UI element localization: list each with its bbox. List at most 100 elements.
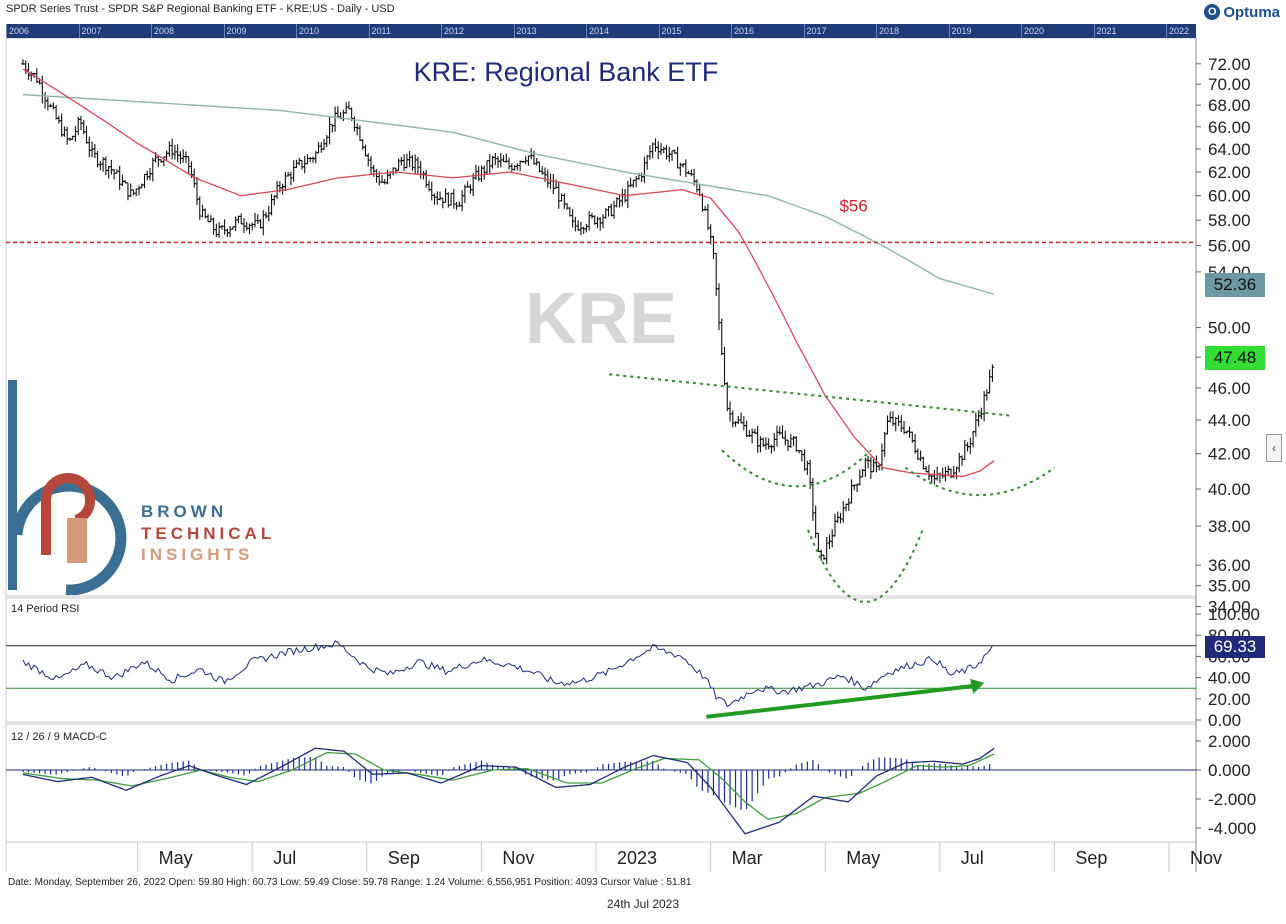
macd-line: [22, 747, 995, 835]
price-bar: [888, 411, 893, 423]
overview-navigator[interactable]: 2006 2007 2008 2009 2010 2011 2012 2013 2014 2015…: [6, 24, 1196, 38]
y-tick-label: 72.00: [1208, 55, 1251, 74]
price-bar: [874, 455, 879, 473]
price-bar: [559, 193, 564, 202]
price-bar: [794, 436, 799, 452]
price-bar: [830, 529, 835, 548]
price-bar: [802, 449, 807, 471]
price-bar: [689, 169, 694, 177]
price-bar: [385, 169, 390, 185]
price-bar: [112, 168, 116, 180]
price-bar: [675, 146, 680, 169]
price-bar: [551, 174, 556, 195]
price-bar: [98, 160, 103, 171]
price-bar: [501, 155, 506, 163]
price-bar: [360, 139, 365, 150]
price-bar: [87, 136, 92, 158]
price-bar: [333, 106, 337, 132]
overview-year-label: 2009: [223, 24, 247, 38]
price-bar: [352, 116, 357, 132]
price-bar: [971, 430, 975, 448]
collapse-panel-button[interactable]: ‹: [1266, 434, 1282, 462]
price-bar: [769, 444, 774, 454]
price-bar: [507, 157, 511, 170]
optuma-logo-text: Optuma: [1223, 3, 1280, 21]
x-tick-label: Jul: [961, 848, 984, 868]
price-bar: [642, 156, 647, 183]
y-tick-label: 44.00: [1208, 411, 1251, 430]
rsi-tick-label: 100.00: [1208, 605, 1260, 624]
price-bar: [728, 401, 732, 422]
price-bar: [59, 113, 64, 137]
price-bar: [441, 197, 445, 209]
price-bar: [755, 425, 760, 453]
price-bar: [863, 457, 868, 477]
price-bar: [51, 102, 56, 110]
price-bar: [943, 467, 948, 482]
price-bar: [106, 165, 111, 179]
price-bar: [739, 412, 743, 424]
price-bar: [932, 470, 937, 485]
price-bar: [612, 200, 616, 219]
title-bar: SPDR Series Trust - SPDR S&P Regional Ba…: [0, 0, 1286, 22]
price-bar: [609, 203, 614, 217]
brown-technical-insights-logo: BROWN TECHNICAL INSIGHTS: [6, 380, 271, 596]
price-bar: [325, 134, 329, 148]
price-bar: [581, 226, 586, 234]
watermark: KRE: [525, 279, 677, 359]
price-bar: [523, 156, 528, 165]
price-bar: [780, 425, 785, 439]
price-bar: [526, 155, 531, 166]
y-tick-label: 66.00: [1208, 118, 1251, 137]
ma-long-line: [22, 93, 995, 295]
price-bar: [449, 192, 453, 206]
price-bar: [896, 415, 901, 426]
brand-logo-icon: [8, 380, 127, 596]
price-bar: [788, 433, 793, 448]
price-bar: [396, 158, 401, 171]
price-bar: [871, 459, 876, 473]
y-tick-label: 46.00: [1208, 379, 1251, 398]
price-bar: [222, 219, 227, 235]
price-bar: [869, 456, 873, 479]
price-bar: [990, 364, 995, 382]
rsi-tick-label: 0.00: [1208, 711, 1241, 730]
overview-year-label: 2014: [586, 24, 609, 38]
x-tick-label: May: [846, 848, 880, 868]
price-bar: [985, 389, 989, 401]
price-bar: [233, 216, 238, 232]
y-tick-label: 56.00: [1208, 237, 1251, 256]
price-bar: [139, 183, 144, 189]
price-bar: [410, 154, 415, 171]
price-bar: [913, 434, 917, 454]
price-bar: [184, 151, 188, 164]
macd-signal-line: [22, 751, 995, 820]
price-bar: [537, 161, 542, 173]
price-bar: [496, 156, 500, 168]
price-bar: [670, 150, 674, 161]
rsi-tick-label: 20.00: [1208, 690, 1251, 709]
price-bar: [927, 464, 931, 481]
price-bar: [54, 105, 58, 120]
y-tick-label: 68.00: [1208, 96, 1251, 115]
price-bar: [587, 211, 591, 231]
price-bar: [885, 415, 890, 435]
price-bar: [946, 465, 951, 476]
price-bar: [708, 224, 713, 245]
price-bar: [308, 157, 313, 163]
price-bar: [175, 144, 180, 163]
macd-tick-label: -2.000: [1208, 790, 1256, 809]
price-bar: [650, 142, 655, 159]
price-bar: [849, 479, 854, 504]
price-bar: [167, 141, 172, 157]
price-bar: [626, 180, 630, 209]
overview-year-label: 2006: [6, 24, 29, 38]
price-bar: [170, 138, 174, 160]
price-bar: [703, 206, 707, 211]
price-bar: [327, 116, 332, 145]
rsi-panel-frame: [5, 597, 1197, 723]
price-bar: [336, 106, 340, 118]
overview-year-label: 2012: [441, 24, 464, 38]
price-bar: [620, 188, 625, 207]
price-bar: [805, 460, 810, 475]
